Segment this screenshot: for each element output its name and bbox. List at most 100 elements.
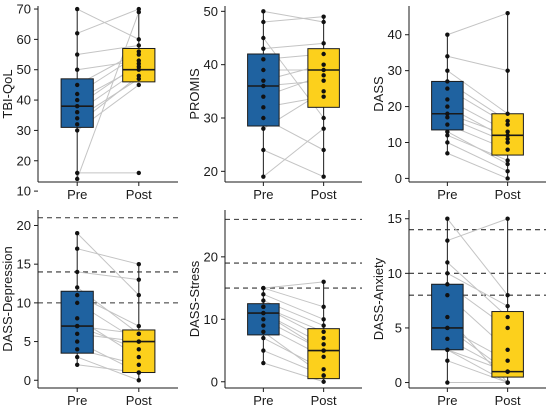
data-point-post <box>321 41 326 46</box>
y-tick-label: 5 <box>395 320 402 335</box>
y-tick-label: 0 <box>395 171 402 186</box>
pair-line <box>447 142 508 172</box>
data-point-pre <box>445 133 450 138</box>
data-point-post <box>505 136 510 142</box>
data-point-post <box>321 329 326 334</box>
y-axis-label: TBI-QoL <box>0 69 15 118</box>
data-point-post <box>136 6 141 12</box>
pair-line <box>263 128 324 178</box>
data-point-post <box>505 347 510 352</box>
data-point-pre <box>261 298 266 303</box>
data-point-pre <box>261 335 266 341</box>
data-point-pre <box>445 358 450 363</box>
x-tick-label: Pre <box>253 393 273 408</box>
data-point-pre <box>75 347 80 352</box>
data-point-pre <box>445 54 450 59</box>
data-point-post <box>136 43 141 48</box>
data-point-pre <box>261 19 266 25</box>
pair-line <box>263 293 324 320</box>
data-point-pre <box>445 282 450 287</box>
x-tick-label: Post <box>495 187 521 202</box>
data-point-pre <box>261 174 266 179</box>
data-point-post <box>321 373 326 378</box>
x-tick-label: Pre <box>67 393 87 408</box>
data-point-post <box>321 317 326 322</box>
y-tick-label: 10 <box>204 312 218 327</box>
data-point-post <box>505 161 510 167</box>
chart-panel-2: 20 30 40 50 Pre Post PROMIS <box>187 4 362 202</box>
data-point-post <box>136 331 141 337</box>
chart-panel-3: 0 10 20 30 40 Pre Post DASS <box>371 6 546 202</box>
x-tick-label: Post <box>495 393 521 408</box>
data-point-pre <box>75 110 80 115</box>
data-point-post <box>321 62 326 67</box>
data-point-post <box>505 325 510 331</box>
data-point-pre <box>75 339 80 344</box>
data-point-pre <box>445 216 450 221</box>
data-point-post <box>136 261 141 267</box>
data-point-post <box>136 9 141 15</box>
pair-line <box>77 8 139 34</box>
data-point-pre <box>75 128 80 133</box>
data-point-post <box>321 126 326 131</box>
data-point-pre <box>261 285 266 291</box>
data-point-post <box>505 111 510 116</box>
y-axis-label: DASS-Anxiety <box>371 257 386 340</box>
data-point-pre <box>445 238 450 243</box>
pair-line <box>77 356 139 381</box>
data-point-pre <box>445 79 450 84</box>
data-point-post <box>505 147 510 152</box>
y-tick-label: 30 <box>388 63 402 78</box>
data-point-post <box>136 73 141 78</box>
data-point-post <box>505 129 510 134</box>
data-point-pre <box>445 104 450 109</box>
data-point-post <box>321 115 326 121</box>
y-tick-label: 10 <box>17 295 31 310</box>
chart-panel-5: 0 10 20 Pre Post DASS-Stress <box>187 210 362 408</box>
data-point-post <box>321 279 326 285</box>
data-point-post <box>136 292 141 298</box>
data-point-pre <box>261 310 266 316</box>
y-tick-label: 40 <box>17 93 31 108</box>
data-point-post <box>321 67 326 73</box>
data-point-post <box>136 82 141 88</box>
data-point-pre <box>261 360 266 366</box>
x-tick-label: Post <box>126 393 152 408</box>
data-point-post <box>136 58 141 63</box>
y-tick-label: 20 <box>204 249 218 264</box>
data-point-post <box>136 347 141 352</box>
data-point-pre <box>445 314 450 320</box>
data-point-pre <box>261 9 266 14</box>
pair-line <box>447 70 508 115</box>
pair-line <box>263 42 324 50</box>
data-point-pre <box>261 317 266 322</box>
pair-line <box>76 232 140 296</box>
data-point-pre <box>445 325 450 331</box>
y-tick-label: 15 <box>17 257 31 272</box>
y-tick-label: 20 <box>388 99 402 114</box>
pair-line <box>263 16 324 23</box>
data-point-post <box>321 94 326 99</box>
box-pre <box>431 218 464 383</box>
data-point-pre <box>75 52 80 57</box>
data-point-pre <box>445 111 450 116</box>
data-point-pre <box>261 46 266 51</box>
y-tick-label: 20 <box>204 164 218 179</box>
box-post <box>491 218 524 383</box>
data-point-pre <box>445 68 450 73</box>
data-point-post <box>321 367 326 372</box>
data-point-pre <box>75 6 80 12</box>
y-tick-label: 50 <box>17 62 31 77</box>
data-point-pre <box>261 67 266 73</box>
data-point-pre <box>261 35 266 41</box>
data-point-pre <box>75 323 80 329</box>
pair-line <box>76 11 140 180</box>
data-point-post <box>505 68 510 73</box>
y-axis-label: PROMIS <box>187 68 202 120</box>
pair-line <box>447 55 508 72</box>
data-point-post <box>321 323 326 328</box>
data-point-post <box>505 158 510 163</box>
data-point-post <box>321 89 326 94</box>
box-pre <box>60 9 94 179</box>
